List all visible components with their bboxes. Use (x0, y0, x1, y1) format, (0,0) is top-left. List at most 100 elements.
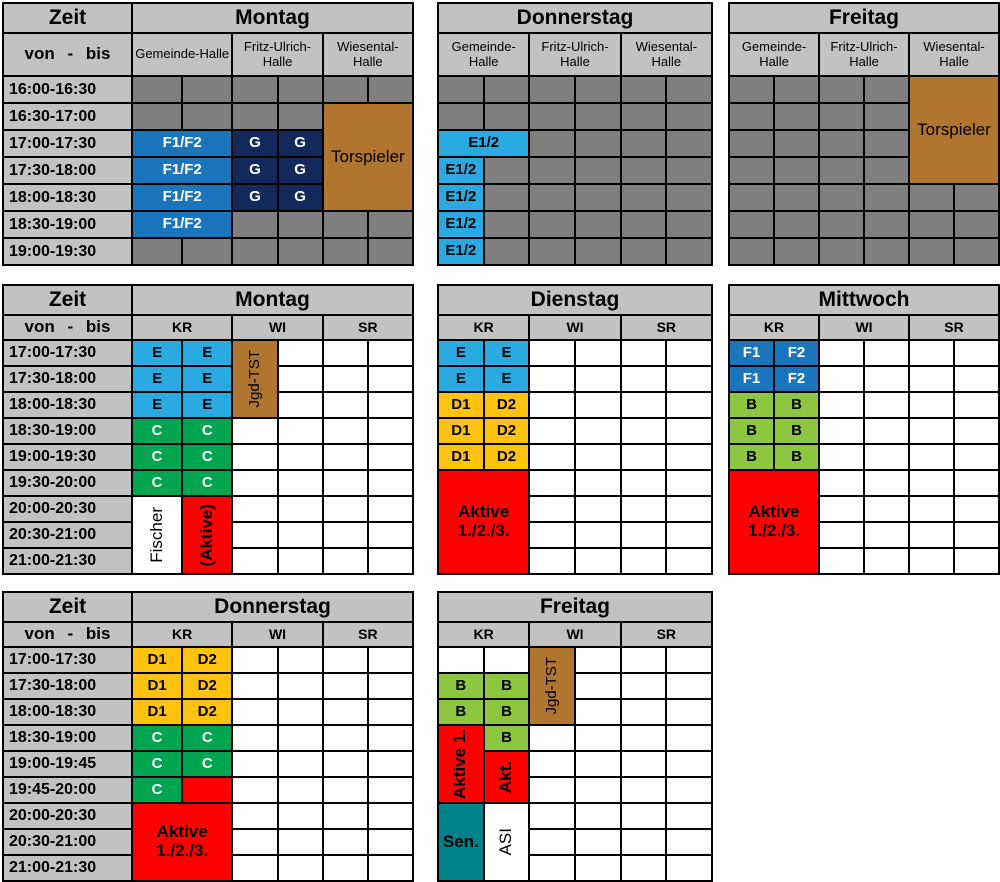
block-fischer: Fischer (133, 497, 182, 573)
free-cell (667, 778, 711, 802)
free-cell (530, 471, 574, 495)
zeit-header: Zeit (4, 4, 131, 32)
hall-header-wi-label: WI (268, 318, 287, 335)
time-slot-label: 16:00-16:30 (4, 77, 131, 102)
block-b-label: B (791, 395, 802, 413)
block-f1-f2-label: F1/F2 (162, 161, 202, 179)
free-cell (278, 341, 322, 365)
unavailable-cell (730, 77, 773, 102)
free-cell (910, 445, 953, 469)
unavailable-cell (667, 212, 711, 237)
free-cell (323, 726, 367, 750)
free-cell (233, 471, 277, 495)
block-e-label: E (501, 369, 512, 387)
hall-header-fritz-ulrich-halle-label: Fritz-Ulrich-Halle (243, 38, 312, 69)
free-cell (323, 367, 367, 391)
unavailable-cell (233, 104, 277, 129)
block-e1-2: E1/2 (439, 185, 483, 210)
block-d2: D2 (484, 445, 529, 469)
free-cell (955, 393, 998, 417)
block-f1-label: F1 (742, 343, 761, 361)
block-b: B (775, 445, 818, 469)
schedule-table-freitag-7: Freitag KR WI SR Jgd-TST B B B B Aktive 1. B Akt. Se… (437, 591, 713, 882)
block-d2: D2 (183, 648, 232, 672)
free-cell (910, 549, 953, 573)
block-torspieler-label: Torspieler (917, 119, 991, 139)
unavailable-cell (183, 77, 232, 102)
time-slot-label-label: 17:00-17:30 (9, 134, 97, 152)
block-e1-2: E1/2 (439, 158, 483, 183)
day-title: Dienstag (439, 286, 711, 314)
hall-header-fritz-ulrich-halle: Fritz-Ulrich-Halle (530, 34, 620, 75)
hall-header-kr-label: KR (172, 625, 193, 642)
free-cell (368, 523, 412, 547)
block-c: C (133, 445, 182, 469)
block-b: B (730, 419, 773, 443)
block-e: E (439, 341, 483, 365)
free-cell (368, 419, 412, 443)
hall-header-kr-label: KR (763, 318, 785, 335)
time-slot-label-label: 19:00-19:30 (9, 242, 97, 260)
unavailable-cell (278, 239, 322, 264)
unavailable-cell (484, 104, 529, 129)
free-cell (278, 549, 322, 573)
block-c: C (133, 752, 182, 776)
unavailable-cell (865, 239, 908, 264)
unavailable-cell (865, 77, 908, 102)
free-cell (667, 804, 711, 828)
free-cell (278, 674, 322, 698)
time-slot-label-label: 18:00-18:30 (9, 188, 97, 206)
hall-header-wi-label: WI (566, 318, 584, 335)
unavailable-cell (667, 131, 711, 156)
unavailable-cell (820, 212, 863, 237)
hall-header-gemeinde-halle: Gemeinde-Halle (439, 34, 529, 75)
free-cell (621, 471, 666, 495)
day-title: Freitag (730, 4, 998, 32)
block-g-label: G (294, 134, 306, 152)
unavailable-cell (530, 185, 574, 210)
free-cell (865, 549, 908, 573)
free-cell (278, 856, 322, 880)
unavailable-cell (621, 158, 666, 183)
block-c: C (183, 752, 232, 776)
free-cell (910, 523, 953, 547)
hall-header-kr: KR (133, 623, 232, 646)
block-c-label: C (151, 421, 163, 439)
block-e1-2: E1/2 (439, 212, 483, 237)
block-e1-2-label: E1/2 (445, 188, 477, 206)
free-cell (278, 523, 322, 547)
time-slot-label-label: 17:30-18:00 (9, 370, 97, 388)
free-cell (368, 674, 412, 698)
unavailable-cell (484, 77, 529, 102)
unavailable-cell (621, 239, 666, 264)
block-g: G (233, 185, 277, 210)
hall-header-sr-label: SR (358, 318, 378, 335)
free-cell (368, 393, 412, 417)
free-cell (910, 341, 953, 365)
unavailable-cell (910, 185, 953, 210)
free-cell (955, 367, 998, 391)
unavailable-cell (955, 212, 998, 237)
free-cell (233, 778, 277, 802)
time-slot-label: 17:30-18:00 (4, 158, 131, 183)
free-cell (278, 445, 322, 469)
free-cell (955, 471, 998, 495)
free-cell (621, 523, 666, 547)
zeit-header-label: Zeit (48, 595, 87, 619)
hall-header-wi-label: WI (268, 625, 287, 642)
free-cell (368, 726, 412, 750)
free-cell (910, 497, 953, 521)
unavailable-cell (530, 212, 574, 237)
block-asi-label: ASI (496, 828, 516, 856)
time-slot-label: 16:30-17:00 (4, 104, 131, 129)
day-title-label: Dienstag (530, 288, 620, 312)
free-cell (576, 523, 620, 547)
block-b-label: B (746, 447, 757, 465)
free-cell (576, 648, 620, 672)
free-cell (278, 726, 322, 750)
unavailable-cell (576, 212, 620, 237)
block-e1-2-label: E1/2 (445, 215, 477, 233)
block-d1-label: D1 (451, 447, 471, 465)
block-aktive-1-2-3: Aktive 1./2./3. (730, 471, 818, 573)
free-cell (323, 778, 367, 802)
